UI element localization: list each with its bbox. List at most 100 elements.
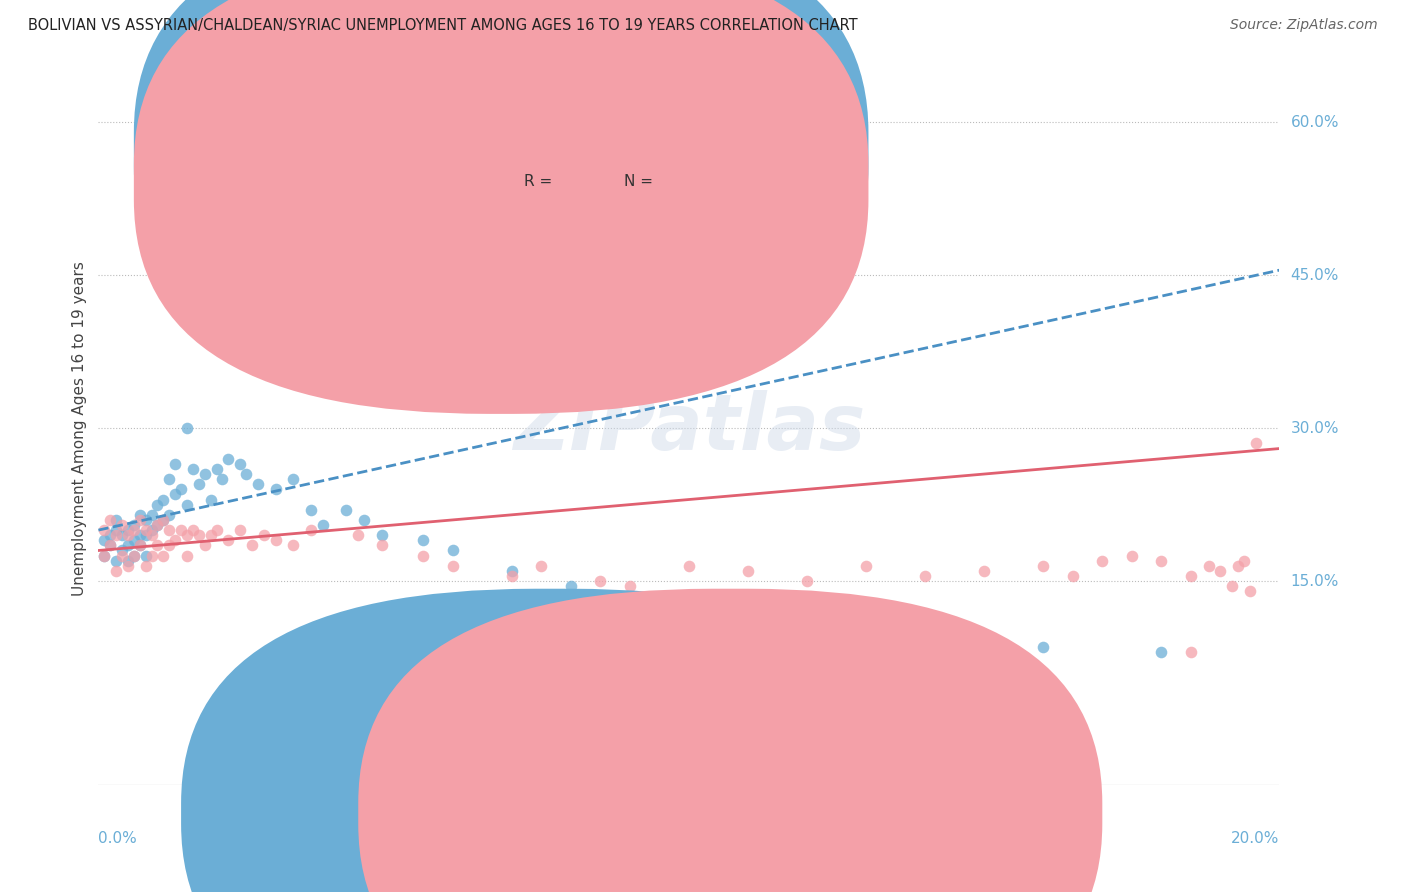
Text: ZIPatlas: ZIPatlas	[513, 390, 865, 467]
Point	[122, 533, 145, 548]
Point	[117, 554, 139, 568]
Point	[111, 543, 134, 558]
Point	[152, 549, 174, 563]
Point	[914, 635, 936, 649]
Point	[1150, 554, 1173, 568]
Point	[253, 528, 276, 542]
Point	[98, 528, 121, 542]
Point	[825, 630, 848, 644]
Point	[122, 523, 145, 537]
Point	[128, 528, 150, 542]
Point	[122, 549, 145, 563]
Point	[1032, 558, 1054, 573]
Point	[117, 528, 139, 542]
Point	[128, 508, 150, 522]
Point	[128, 538, 150, 552]
Point	[678, 558, 700, 573]
Point	[205, 462, 228, 476]
Point	[194, 467, 217, 481]
Point	[176, 528, 198, 542]
Point	[105, 513, 128, 527]
Point	[1209, 564, 1232, 578]
Point	[111, 528, 134, 542]
Point	[111, 549, 134, 563]
Point	[1121, 549, 1143, 563]
Text: 30.0%: 30.0%	[1291, 421, 1339, 435]
Point	[105, 528, 128, 542]
Point	[441, 543, 464, 558]
Point	[187, 528, 209, 542]
FancyBboxPatch shape	[181, 589, 925, 892]
Text: Bolivians: Bolivians	[582, 806, 651, 821]
Point	[135, 513, 157, 527]
Text: 15.0%: 15.0%	[1291, 574, 1339, 589]
Point	[141, 523, 163, 537]
Point	[205, 523, 228, 537]
Point	[312, 518, 335, 533]
Point	[737, 625, 759, 640]
Text: 45.0%: 45.0%	[1291, 268, 1339, 283]
Point	[200, 528, 222, 542]
Point	[855, 558, 877, 573]
Point	[165, 487, 187, 501]
Point	[93, 549, 115, 563]
Text: N =: N =	[624, 143, 658, 157]
Text: 20.0%: 20.0%	[1232, 831, 1279, 847]
Point	[146, 518, 169, 533]
Point	[235, 467, 257, 481]
Point	[146, 498, 169, 512]
Point	[194, 538, 217, 552]
Point	[146, 518, 169, 533]
Point	[412, 549, 434, 563]
Text: 0.181: 0.181	[565, 175, 613, 189]
Point	[217, 533, 239, 548]
Text: 69: 69	[659, 175, 681, 189]
Point	[283, 472, 305, 486]
Text: 60.0%: 60.0%	[1291, 115, 1339, 130]
Point	[1198, 558, 1220, 573]
Point	[117, 558, 139, 573]
Point	[98, 538, 121, 552]
Point	[1180, 645, 1202, 659]
Point	[323, 278, 346, 293]
Point	[619, 594, 641, 608]
Point	[589, 574, 612, 588]
FancyBboxPatch shape	[134, 0, 869, 414]
Point	[141, 549, 163, 563]
Point	[105, 523, 128, 537]
Point	[111, 518, 134, 533]
Point	[246, 477, 269, 491]
Point	[152, 513, 174, 527]
Point	[737, 564, 759, 578]
Text: Source: ZipAtlas.com: Source: ZipAtlas.com	[1230, 18, 1378, 32]
Point	[176, 549, 198, 563]
Point	[796, 574, 818, 588]
Text: N =: N =	[624, 175, 658, 189]
Point	[122, 518, 145, 533]
Point	[1227, 558, 1250, 573]
Point	[530, 558, 553, 573]
Point	[157, 523, 180, 537]
Point	[229, 523, 252, 537]
Point	[283, 538, 305, 552]
Point	[141, 528, 163, 542]
Point	[211, 472, 233, 486]
Point	[1062, 569, 1084, 583]
Point	[1220, 579, 1243, 593]
Text: 0.325: 0.325	[565, 143, 613, 157]
Point	[157, 472, 180, 486]
Point	[1233, 554, 1256, 568]
Point	[229, 457, 252, 471]
Point	[371, 538, 394, 552]
FancyBboxPatch shape	[134, 0, 869, 382]
Text: 0.0%: 0.0%	[98, 831, 138, 847]
Point	[157, 508, 180, 522]
Point	[128, 513, 150, 527]
FancyBboxPatch shape	[464, 121, 748, 214]
Point	[1180, 569, 1202, 583]
Point	[135, 523, 157, 537]
Point	[1091, 554, 1114, 568]
Point	[1244, 436, 1267, 450]
Point	[264, 483, 287, 497]
Point	[217, 451, 239, 466]
